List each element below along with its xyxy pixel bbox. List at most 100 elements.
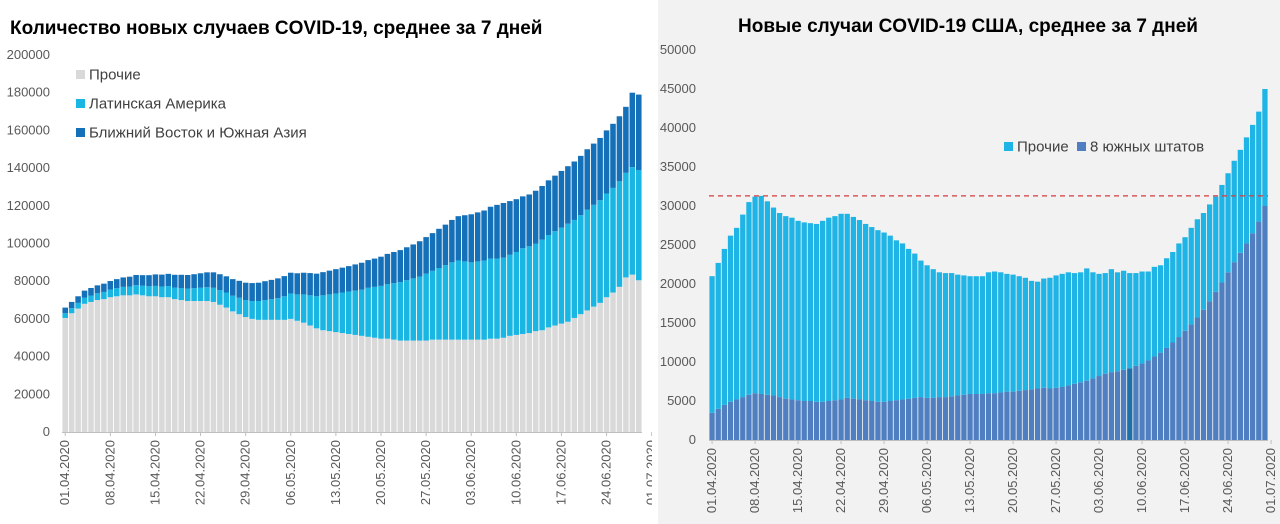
- chart-panel-world: Количество новых случаев COVID-19, средн…: [6, 18, 652, 506]
- bar-segment: [949, 396, 955, 440]
- bar-segment: [346, 266, 352, 292]
- bar-segment: [597, 200, 603, 303]
- bar-segment: [764, 201, 770, 395]
- bar-segment: [513, 199, 520, 252]
- bar-segment: [365, 336, 371, 432]
- y-tick-label: 100000: [7, 236, 50, 251]
- bar-segment: [610, 187, 616, 293]
- x-tick-label: 22.04.2020: [833, 448, 848, 513]
- bar-segment: [967, 393, 973, 440]
- bar-segment: [801, 401, 807, 440]
- bar-segment: [165, 297, 172, 432]
- bar-segment: [1096, 376, 1102, 440]
- bar-segment: [462, 261, 468, 340]
- bar-segment: [242, 317, 249, 432]
- bar-segment: [899, 399, 906, 440]
- bar-segment: [1243, 137, 1250, 244]
- bar-segment: [973, 276, 979, 394]
- chart-world-svg: 0 20000 40000 60000 80000 100000 120000 140000 1…: [7, 47, 652, 505]
- bar-segment: [165, 286, 172, 298]
- y-tick-label: 50000: [660, 42, 696, 57]
- bar-segment: [930, 269, 936, 398]
- x-tick-label: 29.04.2020: [876, 448, 891, 513]
- bar-segment: [197, 273, 204, 288]
- x-tick-label: 06.05.2020: [283, 440, 298, 505]
- bar-segment: [255, 282, 262, 301]
- bar-segment: [578, 155, 584, 216]
- bar-segment: [126, 286, 133, 296]
- x-tick-label: 01.07.2020: [644, 440, 652, 505]
- bar-segment: [746, 394, 752, 440]
- bar-segment: [985, 272, 992, 394]
- bar-segment: [107, 281, 114, 290]
- bar-segment: [126, 276, 133, 287]
- bar-segment: [68, 301, 75, 309]
- bar-segment: [912, 253, 918, 398]
- legend-label: Прочие: [89, 67, 141, 84]
- y-tick-label: 10000: [660, 354, 696, 369]
- bar-segment: [777, 213, 783, 398]
- bar-segment: [1231, 262, 1237, 440]
- bar-segment: [1182, 237, 1188, 331]
- bar-segment: [856, 399, 863, 440]
- bar-segment: [513, 334, 520, 432]
- bar-segment: [1157, 352, 1164, 440]
- bar-segment: [107, 289, 114, 298]
- x-tick-label: 27.05.2020: [1048, 448, 1063, 513]
- y-tick-label: 20000: [660, 276, 696, 291]
- bar-segment: [1243, 243, 1250, 440]
- bar-segment: [992, 393, 998, 440]
- bar-segment: [1059, 273, 1065, 387]
- bar-segment: [1053, 387, 1059, 440]
- legend-label: Прочие: [1017, 139, 1069, 156]
- bar-segment: [1145, 271, 1151, 361]
- bar-segment: [436, 268, 442, 340]
- bar-segment: [404, 340, 410, 432]
- bar-segment: [300, 322, 307, 432]
- bar-segment: [507, 335, 513, 432]
- bar-segment: [378, 256, 384, 286]
- bar-segment: [746, 202, 752, 395]
- bar-segment: [973, 393, 979, 440]
- y-tick-label: 35000: [660, 159, 696, 174]
- bar-segment: [863, 223, 869, 401]
- bar-segment: [1071, 383, 1078, 440]
- bar-segment: [770, 395, 777, 440]
- bar-segment: [789, 399, 795, 440]
- bar-segment: [249, 318, 255, 432]
- x-tick-label: 24.06.2020: [1220, 448, 1235, 513]
- bar-segment: [236, 280, 242, 298]
- bar-segment: [979, 393, 985, 440]
- bar-segment: [844, 397, 850, 440]
- bar-segment: [955, 395, 961, 440]
- y-tick-label: 5000: [667, 393, 696, 408]
- bar-segment: [468, 262, 474, 340]
- bar-segment: [918, 260, 924, 398]
- bar-segment: [520, 333, 526, 432]
- bar-segment: [423, 237, 429, 274]
- bar-segment: [442, 224, 449, 266]
- bar-segment: [384, 338, 391, 432]
- bar-segment: [610, 292, 616, 432]
- bar-segment: [918, 397, 924, 440]
- bar-segment: [881, 232, 887, 402]
- bar-segment: [571, 219, 578, 318]
- y-tick-label: 40000: [14, 349, 50, 364]
- legend-label: Латинская Америка: [89, 96, 227, 113]
- bar-segment: [850, 398, 856, 440]
- bar-segment: [1035, 388, 1041, 440]
- bar-segment: [172, 287, 178, 300]
- bar-segment: [899, 243, 906, 400]
- bar-segment: [1078, 382, 1084, 440]
- bar-segment: [1016, 276, 1022, 391]
- bar-segment: [339, 267, 346, 293]
- bar-segment: [558, 170, 565, 228]
- bar-segment: [734, 227, 740, 400]
- bar-segment: [178, 274, 184, 288]
- x-tick-label: 22.04.2020: [193, 440, 208, 505]
- bar-segment: [133, 274, 139, 286]
- bar-segment: [184, 300, 191, 432]
- bar-segment: [571, 161, 578, 220]
- y-tick-label: 0: [689, 432, 696, 447]
- bar-segment: [262, 281, 268, 301]
